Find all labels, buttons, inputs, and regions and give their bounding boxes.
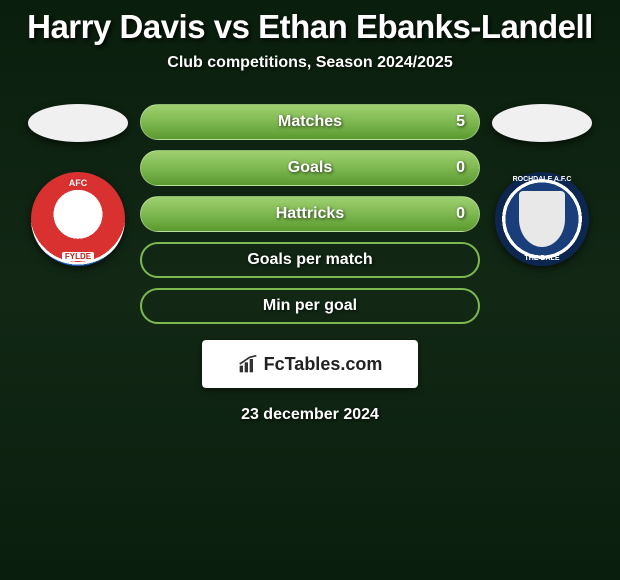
stat-label: Hattricks [276, 205, 344, 223]
left-column: AFC FYLDE [28, 100, 128, 266]
stat-right-value: 5 [456, 113, 465, 131]
club-badge-right-shield [519, 191, 565, 247]
player-photo-left [28, 104, 128, 142]
stat-label: Matches [278, 113, 342, 131]
brand-logo[interactable]: FcTables.com [202, 340, 418, 388]
stat-right-value: 0 [456, 205, 465, 223]
stat-row-goals-per-match: Goals per match [140, 242, 480, 278]
club-badge-left-bottom: FYLDE [62, 252, 94, 261]
stat-row-matches: Matches 5 [140, 104, 480, 140]
comparison-card: Harry Davis vs Ethan Ebanks-Landell Club… [0, 0, 620, 432]
stats-column: Matches 5 Goals 0 Hattricks 0 Goals per … [140, 104, 480, 324]
chart-icon [238, 354, 258, 374]
club-badge-left: AFC FYLDE [31, 172, 125, 266]
stat-label: Min per goal [263, 297, 357, 315]
stat-right-value: 0 [456, 159, 465, 177]
brand-text: FcTables.com [264, 354, 383, 375]
subtitle: Club competitions, Season 2024/2025 [167, 54, 452, 72]
date-text: 23 december 2024 [241, 406, 379, 424]
right-column: ROCHDALE A.F.C THE DALE [492, 100, 592, 266]
club-badge-right-bottom: THE DALE [525, 255, 560, 262]
page-title: Harry Davis vs Ethan Ebanks-Landell [27, 8, 593, 46]
stat-label: Goals [288, 159, 332, 177]
stat-row-min-per-goal: Min per goal [140, 288, 480, 324]
club-badge-right-top: ROCHDALE A.F.C [513, 176, 572, 183]
club-badge-right: ROCHDALE A.F.C THE DALE [495, 172, 589, 266]
player-photo-right [492, 104, 592, 142]
stat-row-hattricks: Hattricks 0 [140, 196, 480, 232]
main-area: AFC FYLDE Matches 5 Goals 0 Hattricks 0 [0, 100, 620, 324]
stat-label: Goals per match [247, 251, 372, 269]
stat-row-goals: Goals 0 [140, 150, 480, 186]
club-badge-left-top: AFC [69, 178, 88, 188]
